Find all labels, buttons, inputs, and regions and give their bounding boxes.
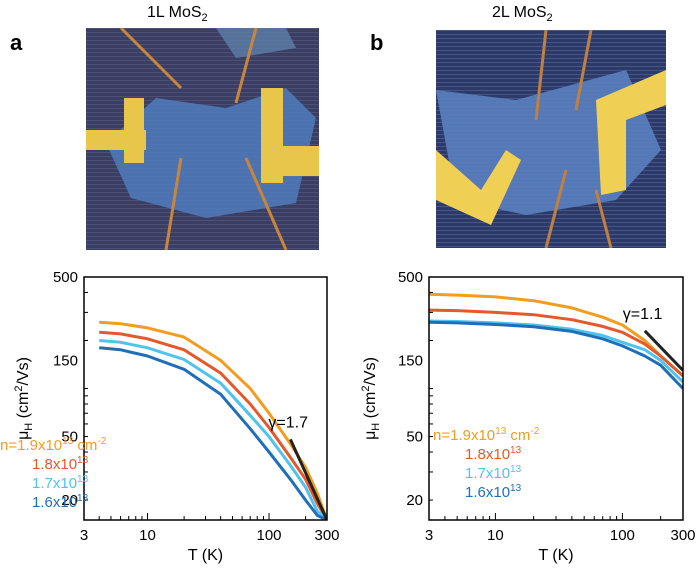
legend-entry-text: 1.7x10 <box>465 465 510 482</box>
x-tick-label-2: 100 <box>610 527 635 544</box>
legend-entry-exp: 13 <box>77 493 89 504</box>
afm-lead <box>574 30 593 111</box>
legend-entry-unit: cm <box>73 437 97 454</box>
y-axis-label-sub: H <box>23 423 35 431</box>
legend-entry-text: 1.6x10 <box>32 494 77 511</box>
x-tick-label-2: 100 <box>257 527 282 544</box>
slope-guide-line <box>643 329 683 372</box>
y-axis-label-unit-end: /Vs) <box>15 357 32 385</box>
series-line-2 <box>99 339 327 520</box>
series-line-0 <box>99 320 327 520</box>
panel-title-a-sub: 2 <box>201 12 208 25</box>
y-axis-label-symbol: μ <box>15 431 32 440</box>
y-axis-label-symbol: μ <box>362 431 379 440</box>
afm-lead <box>164 157 183 250</box>
legend-entry-text: 1.8x10 <box>465 446 510 463</box>
x-tick-label-1: 10 <box>487 527 504 544</box>
y-axis-label-unit: (cm <box>15 392 32 423</box>
afm-lead <box>244 157 288 250</box>
legend-entry-exp: 13 <box>510 483 522 494</box>
legend-entry-3: 1.6x1013 <box>465 483 522 501</box>
legend-entry-unit-sup: -2 <box>530 426 539 437</box>
panel-title-b-text: 2L MoS <box>492 4 547 21</box>
y-tick-label-2: 150 <box>53 352 78 369</box>
afm-contact-left-post <box>124 98 144 163</box>
y-axis-label-unit-end: /Vs) <box>362 357 379 385</box>
afm-lead <box>594 189 613 248</box>
afm-image-2l <box>436 30 666 248</box>
legend-entry-1: 1.8x1013 <box>465 445 522 463</box>
y-tick-label-2: 150 <box>398 352 423 369</box>
legend-entry-0: n=1.9x1013 cm-2 <box>433 426 540 444</box>
slope-guide-line <box>289 438 327 520</box>
afm-lead <box>534 30 548 121</box>
x-tick-label-1: 10 <box>139 527 156 544</box>
series-line-3 <box>429 320 683 390</box>
series-line-1 <box>99 330 327 520</box>
panel-title-a-text: 1L MoS <box>147 4 202 21</box>
chart-a: γ=1.7 3 10 100 300 20 50 150 500 T (K) μH (cm2/Vs)… <box>0 269 340 564</box>
legend-entry-unit: cm <box>506 427 530 444</box>
y-axis-label-unit-sup: 2 <box>360 386 372 392</box>
legend-entry-3: 1.6x1013 <box>32 493 89 511</box>
y-tick-label-0: 20 <box>61 492 78 509</box>
legend-entry-text: n=1.9x10 <box>433 427 495 444</box>
series-line-1 <box>429 308 683 378</box>
legend-entry-exp: 13 <box>77 455 89 466</box>
x-tick-label-0: 3 <box>425 527 433 544</box>
series-line-3 <box>99 346 327 520</box>
afm-flake-top <box>216 28 296 58</box>
y-tick-label-1: 50 <box>61 429 78 446</box>
afm-image-2l-drawing <box>436 30 666 248</box>
afm-lead <box>544 169 568 248</box>
x-tick-label-3: 300 <box>670 527 695 544</box>
legend-entry-text: 1.8x10 <box>32 456 77 473</box>
legend-entry-unit-sup: -2 <box>97 436 106 447</box>
series-group <box>429 292 683 390</box>
legend-entry-1: 1.8x1013 <box>32 455 89 473</box>
afm-contact-left <box>436 150 521 225</box>
y-tick-label-3: 500 <box>398 269 423 286</box>
legend-entry-text: 1.7x10 <box>32 475 77 492</box>
x-tick-label-0: 3 <box>80 527 88 544</box>
afm-contact-right <box>596 70 666 195</box>
y-axis-label-sub: H <box>370 423 382 431</box>
legend-entry-exp: 13 <box>510 445 522 456</box>
panel-letter-a: a <box>10 30 23 55</box>
afm-lead <box>234 28 258 104</box>
panel-title-b-sub: 2 <box>546 12 553 25</box>
y-tick-label-1: 50 <box>406 429 423 446</box>
afm-image-1l-drawing <box>86 28 319 250</box>
y-axis-label-unit: (cm <box>362 392 379 423</box>
legend-entry-exp: 13 <box>77 474 89 485</box>
panel-title-b: 2L MoS2 <box>492 4 553 24</box>
slope-guide-label: γ=1.7 <box>268 414 308 431</box>
y-tick-label-0: 20 <box>406 492 423 509</box>
legend-entry-exp: 13 <box>510 464 522 475</box>
legend-entry-2: 1.7x1013 <box>32 474 89 492</box>
x-axis-label: T (K) <box>538 547 573 564</box>
legend-entry-exp: 13 <box>62 436 74 447</box>
series-group <box>99 320 327 520</box>
legend-entry-2: 1.7x1013 <box>465 464 522 482</box>
afm-lead <box>119 28 183 90</box>
y-axis-label: μH (cm2/Vs) <box>13 357 35 440</box>
legend-entry-text: 1.6x10 <box>465 484 510 501</box>
afm-contact-right-foot <box>261 146 319 176</box>
legend-entry-0: n=1.9x1013 cm-2 <box>0 436 107 454</box>
panel-letter-b: b <box>370 30 384 55</box>
afm-image-1l <box>86 28 319 250</box>
legend-entry-exp: 13 <box>495 426 507 437</box>
chart-b: γ=1.1 3 10 100 300 20 50 150 500 T (K) μH (cm2/Vs)… <box>360 269 696 564</box>
y-axis-label: μH (cm2/Vs) <box>360 357 382 440</box>
x-axis-label: T (K) <box>188 547 223 564</box>
slope-guide-label: γ=1.1 <box>623 306 663 323</box>
y-tick-label-3: 500 <box>53 269 78 286</box>
x-tick-label-3: 300 <box>314 527 339 544</box>
panel-title-a: 1L MoS2 <box>147 4 208 24</box>
legend-entry-text: n=1.9x10 <box>0 437 62 454</box>
plot-frame <box>83 276 328 521</box>
y-axis-label-unit-sup: 2 <box>13 386 25 392</box>
